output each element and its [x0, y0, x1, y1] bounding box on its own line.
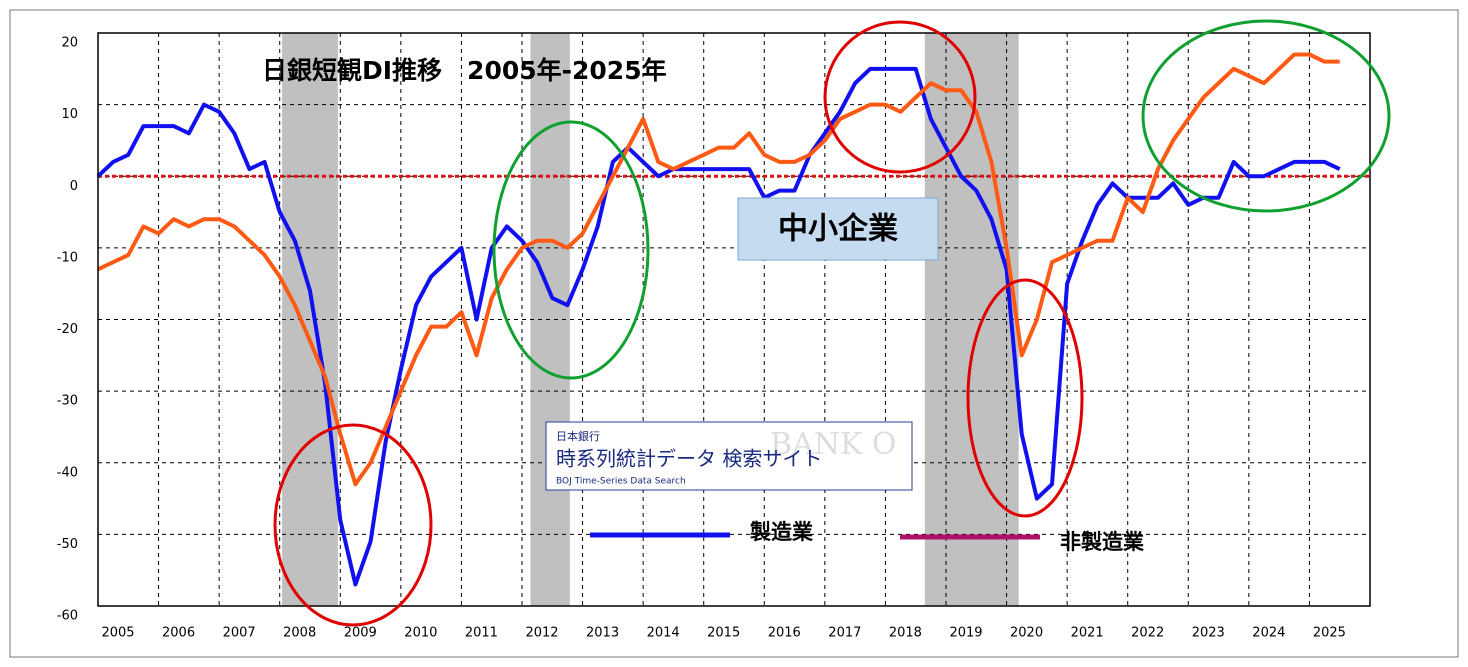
x-tick-label: 2008 — [283, 626, 316, 641]
y-tick-label: -20 — [57, 322, 78, 337]
highlight — [823, 20, 977, 174]
y-tick-label: -30 — [57, 394, 78, 409]
series-line — [97, 52, 1340, 487]
x-tick-label: 2012 — [525, 626, 558, 641]
x-tick-label: 2017 — [828, 626, 861, 641]
y-tick-label: -40 — [57, 465, 78, 480]
x-tick-label: 2024 — [1252, 626, 1285, 641]
legend-label: 非製造業 — [1060, 530, 1145, 554]
y-tick-label: 10 — [61, 107, 78, 122]
chart-title: 日銀短観DI推移 2005年-2025年 — [262, 56, 667, 85]
x-tick-label: 2010 — [404, 626, 437, 641]
y-tick-label: 20 — [61, 36, 78, 51]
x-tick-label: 2022 — [1131, 626, 1164, 641]
x-tick-label: 2013 — [586, 626, 619, 641]
y-tick-label: -10 — [57, 250, 78, 265]
x-tick-label: 2025 — [1313, 626, 1346, 641]
highlight — [966, 278, 1084, 518]
x-tick-label: 2019 — [949, 626, 982, 641]
logo-text: 時系列統計データ 検索サイト — [556, 447, 822, 471]
legend-label: 製造業 — [749, 520, 814, 544]
x-tick-label: 2014 — [647, 626, 680, 641]
label-box-text: 中小企業 — [778, 212, 898, 247]
x-tick-label: 2007 — [223, 626, 256, 641]
x-tick-label: 2005 — [101, 626, 134, 641]
label-box — [737, 197, 939, 261]
x-tick-label: 2009 — [344, 626, 377, 641]
x-tick-label: 2006 — [162, 626, 195, 641]
logo-text: 日本銀行 — [556, 429, 600, 443]
x-tick-label: 2023 — [1192, 626, 1225, 641]
logo-box — [545, 421, 913, 491]
y-tick-label: 0 — [70, 179, 78, 194]
y-tick-label: -50 — [57, 537, 78, 552]
x-tick-label: 2011 — [465, 626, 498, 641]
x-tick-label: 2021 — [1071, 626, 1104, 641]
series-line — [96, 66, 1341, 587]
outer-frame — [9, 9, 1459, 658]
plot-frame — [97, 32, 1371, 607]
x-tick-label: 2016 — [768, 626, 801, 641]
y-tick-label: -60 — [57, 609, 78, 624]
x-tick-label: 2020 — [1010, 626, 1043, 641]
watermark: BANK O — [770, 427, 897, 462]
highlight — [273, 423, 433, 627]
logo-text: BOJ Time-Series Data Search — [556, 477, 686, 487]
x-tick-label: 2015 — [707, 626, 740, 641]
x-tick-label: 2018 — [889, 626, 922, 641]
highlight — [1141, 19, 1391, 213]
highlight — [492, 120, 650, 380]
